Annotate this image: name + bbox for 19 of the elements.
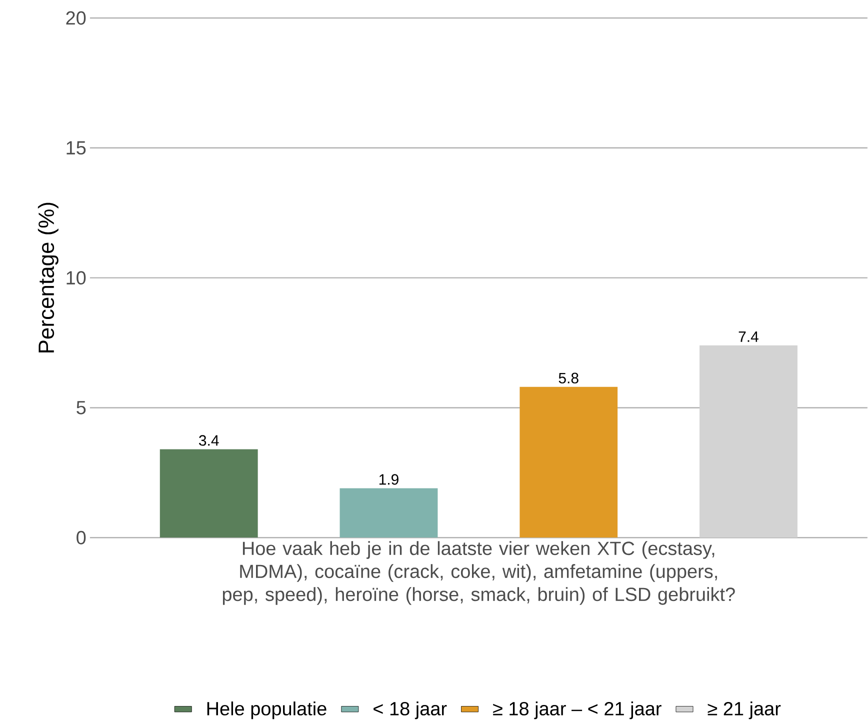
data-label: 5.8	[558, 373, 578, 384]
y-tick-label: 0	[76, 531, 86, 545]
bar	[700, 346, 798, 538]
x-tick-label: Hoe vaak heb je in de laatste vier weken XTC (ecstasy, MDMA), cocaïne (crack, coke, wit), amfetamine (uppers, pep, speed), heroïne (horse, smack, bruin) of LSD gebruikt?	[222, 541, 735, 606]
y-tick-label: 5	[76, 401, 86, 415]
legend-label: < 18 jaar	[374, 702, 447, 720]
bar	[340, 488, 438, 538]
data-label: 3.4	[199, 435, 219, 446]
y-tick-label: 20	[66, 12, 86, 25]
y-axis-title: Percentage (%)	[38, 203, 58, 353]
legend-label: ≥ 18 jaar – < 21 jaar	[493, 702, 662, 720]
bar	[520, 387, 618, 538]
y-tick-label: 10	[66, 271, 86, 285]
bar	[160, 450, 258, 538]
legend-label: Hele populatie	[207, 702, 326, 720]
y-tick-label: 15	[66, 142, 86, 155]
data-label: 7.4	[738, 332, 758, 342]
data-label: 1.9	[379, 474, 398, 485]
legend-label: ≥ 21 jaar	[708, 702, 781, 720]
